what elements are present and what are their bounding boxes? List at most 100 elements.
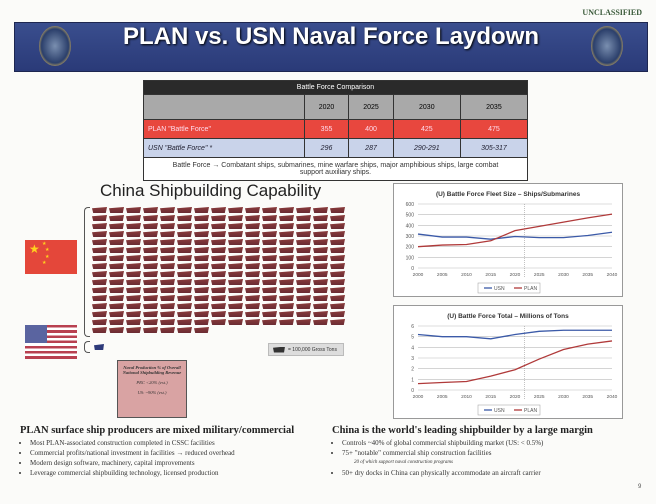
ship-icon bbox=[194, 287, 209, 293]
y-tick-label: 400 bbox=[406, 223, 415, 229]
ship-icon bbox=[109, 279, 124, 285]
ship-icon bbox=[262, 263, 277, 269]
table-caption: Battle Force Comparison bbox=[143, 80, 528, 95]
ship-icon bbox=[228, 311, 243, 317]
ship-icon bbox=[177, 319, 192, 325]
ship-icon bbox=[211, 295, 226, 301]
ship-icon bbox=[126, 319, 141, 325]
us-flag-icon bbox=[25, 325, 77, 359]
ship-icon bbox=[330, 223, 345, 229]
ship-icon bbox=[177, 295, 192, 301]
cell: 400 bbox=[348, 119, 394, 139]
ship-icon bbox=[228, 303, 243, 309]
ship-icon bbox=[92, 327, 107, 333]
ship-icon bbox=[160, 231, 175, 237]
x-tick-label: 2030 bbox=[558, 394, 569, 400]
x-tick-label: 2020 bbox=[510, 394, 521, 400]
ship-icon bbox=[228, 255, 243, 261]
right-heading: China is the world's leading shipbuilder… bbox=[332, 425, 593, 436]
ship-icon bbox=[228, 247, 243, 253]
ship-icon bbox=[245, 223, 260, 229]
x-tick-label: 2015 bbox=[485, 272, 496, 278]
legend-box bbox=[477, 282, 541, 294]
ship-icon bbox=[330, 207, 345, 213]
ship-icon bbox=[296, 207, 311, 213]
right-text-block: China is the world's leading shipbuilder… bbox=[332, 425, 637, 478]
ship-icon bbox=[262, 207, 277, 213]
ship-icon bbox=[194, 295, 209, 301]
ship-icon bbox=[296, 239, 311, 245]
ship-icon bbox=[211, 319, 226, 325]
ship-icon bbox=[109, 223, 124, 229]
ship-icon bbox=[126, 303, 141, 309]
ship-icon bbox=[160, 279, 175, 285]
ship-icon bbox=[279, 287, 294, 293]
ship-icon bbox=[211, 263, 226, 269]
ship-icon bbox=[194, 263, 209, 269]
table-row-plan: PLAN "Battle Force" 355 400 425 475 bbox=[143, 119, 529, 139]
ship-icon bbox=[126, 287, 141, 293]
left-text-block: PLAN surface ship producers are mixed mi… bbox=[20, 425, 330, 478]
ship-icon bbox=[126, 207, 141, 213]
y-tick-label: 6 bbox=[411, 324, 414, 330]
ship-icon bbox=[143, 231, 158, 237]
ship-icon bbox=[194, 279, 209, 285]
ship-icon bbox=[262, 215, 277, 221]
bullet: Commercial profits/national investment i… bbox=[30, 448, 330, 458]
ship-icon bbox=[143, 255, 158, 261]
ship-icon bbox=[262, 247, 277, 253]
ship-icon bbox=[92, 319, 107, 325]
ship-icon bbox=[313, 231, 328, 237]
x-tick-label: 2040 bbox=[607, 394, 618, 400]
ship-icon bbox=[211, 239, 226, 245]
cell: 290-291 bbox=[392, 138, 461, 158]
seal-right-icon bbox=[591, 26, 623, 66]
ship-icon bbox=[228, 279, 243, 285]
ship-icon bbox=[177, 263, 192, 269]
ship-icon bbox=[194, 303, 209, 309]
y-tick-label: 4 bbox=[411, 345, 414, 351]
ship-icon bbox=[245, 263, 260, 269]
y-tick-label: 500 bbox=[406, 213, 415, 219]
ship-icon bbox=[109, 271, 124, 277]
cell: 355 bbox=[303, 119, 350, 139]
year-header: 2025 bbox=[348, 94, 394, 120]
ship-icon bbox=[177, 231, 192, 237]
ship-icon bbox=[92, 247, 107, 253]
ship-icon bbox=[143, 295, 158, 301]
box-heading: Naval Production % of Overall National S… bbox=[122, 365, 182, 375]
row-label: PLAN "Battle Force" bbox=[143, 119, 305, 139]
chart-title: (U) Battle Force Total – Millions of Ton… bbox=[447, 313, 569, 320]
ship-icon bbox=[245, 231, 260, 237]
ship-icon bbox=[194, 239, 209, 245]
ship-icon bbox=[160, 239, 175, 245]
ship-icon bbox=[330, 311, 345, 317]
page-title: PLAN vs. USN Naval Force Laydown bbox=[122, 23, 540, 50]
naval-production-box: Naval Production % of Overall National S… bbox=[117, 360, 187, 418]
classification-marking: UNCLASSIFIED bbox=[582, 8, 642, 17]
ship-icon bbox=[296, 223, 311, 229]
ship-icon bbox=[126, 271, 141, 277]
year-header: 2030 bbox=[392, 94, 461, 120]
row-label: USN "Battle Force" * bbox=[143, 138, 305, 158]
ship-icon bbox=[279, 303, 294, 309]
ship-icon bbox=[296, 287, 311, 293]
ship-icon bbox=[143, 287, 158, 293]
ship-icon bbox=[177, 223, 192, 229]
ship-icon bbox=[228, 287, 243, 293]
ship-icon bbox=[126, 231, 141, 237]
ship-icon bbox=[262, 287, 277, 293]
ship-icon bbox=[296, 255, 311, 261]
ship-icon bbox=[245, 247, 260, 253]
ship-icon bbox=[92, 287, 107, 293]
ship-icon bbox=[160, 271, 175, 277]
ship-icon bbox=[279, 311, 294, 317]
ship-icon bbox=[126, 255, 141, 261]
ship-icon bbox=[177, 207, 192, 213]
ship-icon bbox=[296, 263, 311, 269]
seal-left-icon bbox=[39, 26, 71, 66]
ship-icon bbox=[262, 295, 277, 301]
ship-icon bbox=[279, 247, 294, 253]
y-tick-label: 600 bbox=[406, 202, 415, 208]
ship-icon bbox=[126, 311, 141, 317]
